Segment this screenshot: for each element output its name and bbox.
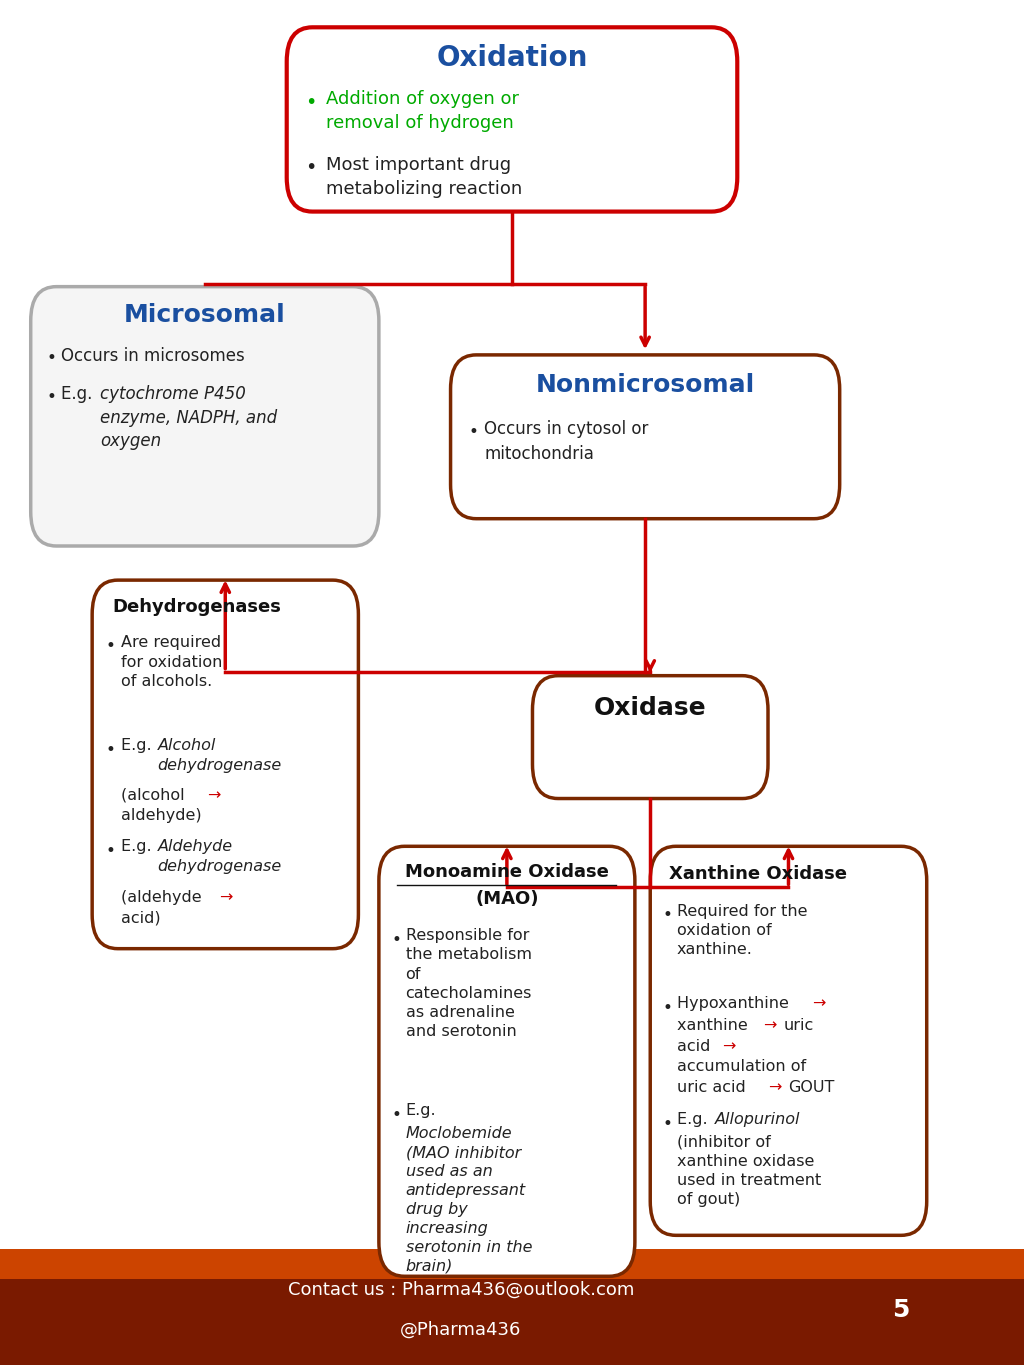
FancyBboxPatch shape (379, 846, 635, 1276)
Text: Are required
for oxidation
of alcohols.: Are required for oxidation of alcohols. (121, 635, 222, 689)
Text: →: → (207, 788, 220, 803)
Text: aldehyde): aldehyde) (121, 808, 202, 823)
Text: GOUT: GOUT (788, 1080, 835, 1095)
Text: (MAO): (MAO) (475, 890, 539, 908)
Text: Aldehyde
dehydrogenase: Aldehyde dehydrogenase (158, 839, 282, 874)
Text: Required for the
oxidation of
xanthine.: Required for the oxidation of xanthine. (677, 904, 807, 957)
Text: •: • (105, 842, 116, 860)
Text: •: • (105, 741, 116, 759)
Text: Monoamine Oxidase: Monoamine Oxidase (404, 863, 609, 880)
Text: →: → (219, 890, 232, 905)
Text: Allopurinol: Allopurinol (715, 1112, 800, 1127)
Text: acid): acid) (121, 910, 161, 925)
Text: acid: acid (677, 1039, 716, 1054)
Text: 5: 5 (893, 1298, 909, 1323)
FancyBboxPatch shape (0, 1249, 1024, 1365)
Text: uric acid: uric acid (677, 1080, 751, 1095)
Text: Addition of oxygen or
removal of hydrogen: Addition of oxygen or removal of hydroge… (326, 90, 518, 132)
Text: •: • (663, 1115, 673, 1133)
Text: Occurs in cytosol or
mitochondria: Occurs in cytosol or mitochondria (484, 420, 649, 463)
Text: E.g.: E.g. (61, 385, 98, 403)
Text: (inhibitor of
xanthine oxidase
used in treatment
of gout): (inhibitor of xanthine oxidase used in t… (677, 1134, 821, 1207)
Text: xanthine: xanthine (677, 1018, 753, 1033)
Text: Nonmicrosomal: Nonmicrosomal (536, 373, 755, 397)
Text: •: • (663, 999, 673, 1017)
Text: E.g.: E.g. (121, 738, 157, 753)
Text: →: → (812, 996, 825, 1011)
Text: @Pharma436: @Pharma436 (400, 1320, 521, 1339)
FancyBboxPatch shape (532, 676, 768, 799)
FancyBboxPatch shape (451, 355, 840, 519)
Text: →: → (763, 1018, 776, 1033)
Text: •: • (469, 423, 479, 441)
Text: Most important drug
metabolizing reaction: Most important drug metabolizing reactio… (326, 156, 522, 198)
Text: →: → (768, 1080, 781, 1095)
Text: Moclobemide
(MAO inhibitor
used as an
antidepressant
drug by
increasing
serotoni: Moclobemide (MAO inhibitor used as an an… (406, 1126, 532, 1274)
Text: Occurs in microsomes: Occurs in microsomes (61, 347, 245, 364)
Text: accumulation of: accumulation of (677, 1059, 806, 1074)
Text: Xanthine Oxidase: Xanthine Oxidase (669, 865, 847, 883)
Text: Hypoxanthine: Hypoxanthine (677, 996, 794, 1011)
Text: Oxidase: Oxidase (594, 696, 707, 721)
Text: (aldehyde: (aldehyde (121, 890, 207, 905)
Text: E.g.: E.g. (406, 1103, 436, 1118)
Text: •: • (46, 349, 56, 367)
Text: cytochrome P450
enzyme, NADPH, and
oxygen: cytochrome P450 enzyme, NADPH, and oxyge… (100, 385, 278, 450)
Text: Alcohol
dehydrogenase: Alcohol dehydrogenase (158, 738, 282, 773)
Text: •: • (391, 1106, 401, 1123)
Text: •: • (305, 93, 316, 112)
Text: Dehydrogenases: Dehydrogenases (113, 598, 282, 616)
Text: →: → (722, 1039, 735, 1054)
FancyBboxPatch shape (287, 27, 737, 212)
Text: uric: uric (783, 1018, 814, 1033)
Text: Contact us : Pharma436@outlook.com: Contact us : Pharma436@outlook.com (288, 1280, 634, 1299)
FancyBboxPatch shape (0, 1249, 1024, 1279)
Text: E.g.: E.g. (677, 1112, 713, 1127)
Text: •: • (46, 388, 56, 405)
FancyBboxPatch shape (31, 287, 379, 546)
Text: Responsible for
the metabolism
of
catecholamines
as adrenaline
and serotonin: Responsible for the metabolism of catech… (406, 928, 531, 1039)
Text: •: • (391, 931, 401, 949)
Text: Oxidation: Oxidation (436, 44, 588, 72)
Text: (alcohol: (alcohol (121, 788, 189, 803)
FancyBboxPatch shape (92, 580, 358, 949)
Text: •: • (105, 637, 116, 655)
Text: •: • (305, 158, 316, 177)
FancyBboxPatch shape (650, 846, 927, 1235)
Text: Microsomal: Microsomal (124, 303, 286, 328)
Text: E.g.: E.g. (121, 839, 157, 854)
Text: •: • (663, 906, 673, 924)
